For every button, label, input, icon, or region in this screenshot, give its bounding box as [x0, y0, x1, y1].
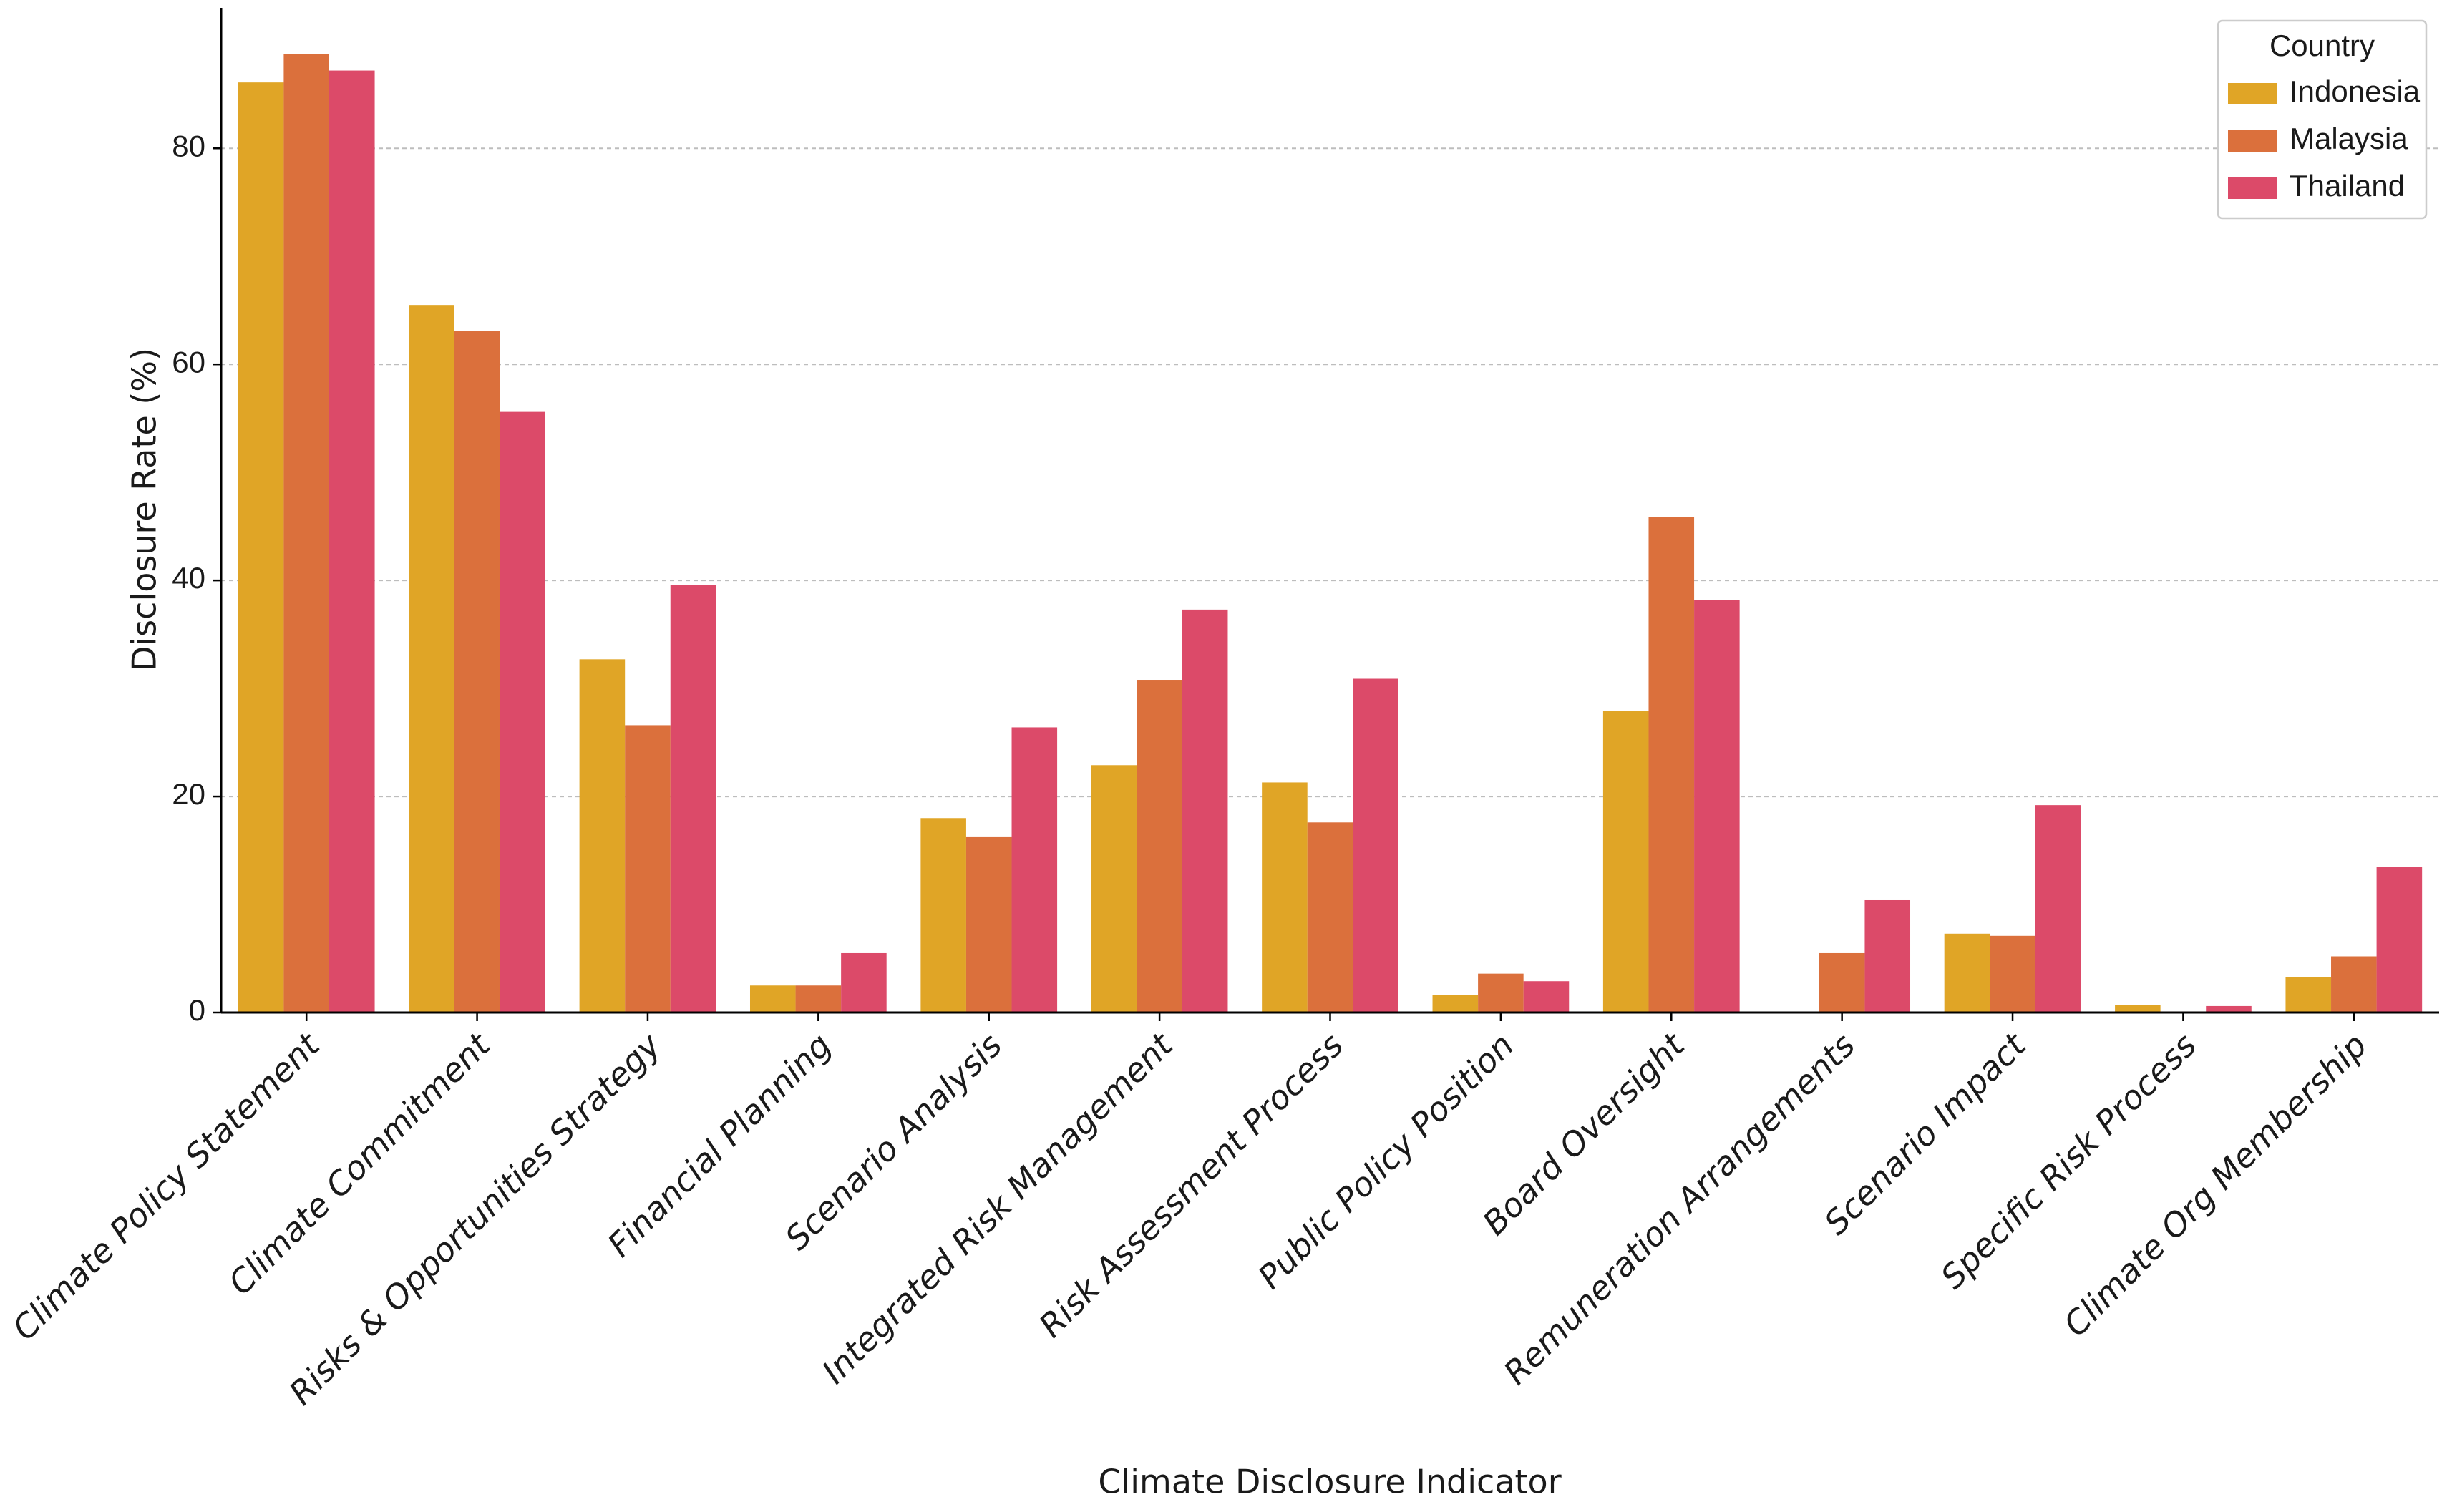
x-axis-label: Climate Disclosure Indicator [1098, 1463, 1561, 1501]
x-tick-label: Climate Org Membership [2056, 1025, 2375, 1344]
bar [454, 331, 500, 1013]
bar [1819, 952, 1865, 1013]
legend-swatch [2228, 130, 2277, 152]
bar [965, 836, 1012, 1013]
y-tick-label: 60 [172, 345, 205, 379]
bar [670, 585, 716, 1013]
bar [2035, 805, 2081, 1013]
bar [1478, 973, 1524, 1013]
x-tick-label: Risk Assessment Process [1031, 1025, 1351, 1345]
bar [1182, 609, 1228, 1013]
legend-label: Malaysia [2290, 122, 2408, 155]
bar [2331, 956, 2377, 1013]
y-tick-label: 20 [172, 777, 205, 811]
x-tick-label: Climate Policy Statement [5, 1025, 328, 1347]
x-tick-label: Integrated Risk Management [814, 1025, 1181, 1391]
bar [795, 985, 842, 1013]
y-axis-label: Disclosure Rate (%) [125, 348, 164, 671]
legend-label: Indonesia [2290, 74, 2421, 108]
bar [1864, 899, 1911, 1013]
y-tick-label: 40 [172, 561, 205, 595]
bar [1694, 600, 1740, 1013]
legend-swatch [2228, 177, 2277, 199]
bar [2115, 1005, 2161, 1013]
bar [1353, 678, 1398, 1013]
bar [920, 818, 966, 1013]
bar [2206, 1005, 2252, 1013]
bar [1432, 995, 1479, 1013]
bar [2285, 977, 2332, 1013]
bar [1091, 765, 1137, 1013]
bar [1648, 517, 1695, 1013]
bar [1011, 727, 1058, 1013]
bar [749, 985, 796, 1013]
bar [1307, 822, 1353, 1013]
bar [1523, 981, 1570, 1013]
bar [1944, 933, 1990, 1013]
legend-title: Country [2270, 29, 2375, 62]
legend-box [2217, 19, 2428, 220]
bar [841, 952, 887, 1013]
legend-label: Thailand [2290, 169, 2405, 203]
bar [238, 82, 284, 1013]
bar [1602, 711, 1649, 1013]
bar [329, 70, 375, 1013]
legend: Country Indonesia Malaysia Thailand [2217, 19, 2428, 220]
bar [625, 725, 671, 1013]
bar [500, 411, 545, 1013]
bar [1137, 680, 1182, 1013]
bar [579, 659, 626, 1013]
x-tick-label: Remuneration Arrangements [1496, 1025, 1862, 1392]
y-tick-label: 0 [189, 993, 205, 1027]
bar [283, 54, 329, 1013]
x-tick-label: Risks & Opportunities Strategy [281, 1025, 668, 1413]
bar [1262, 782, 1308, 1013]
bar [2376, 867, 2423, 1013]
bar [1990, 935, 2035, 1013]
legend-swatch [2228, 83, 2277, 104]
bar [409, 305, 454, 1013]
y-tick-label: 80 [172, 129, 205, 162]
